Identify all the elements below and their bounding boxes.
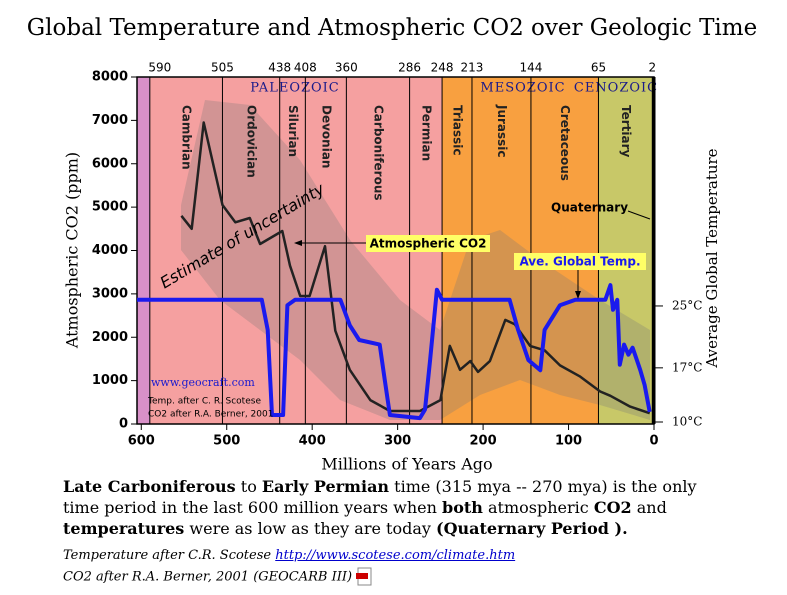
note-text: Early Permian <box>261 477 390 496</box>
x-tick-label: 0 <box>649 434 658 449</box>
boundary-label: 286 <box>398 61 421 75</box>
y-tick-label: 8000 <box>92 70 128 85</box>
period-label: Permian <box>419 105 433 161</box>
note-text: atmospheric <box>482 498 594 517</box>
y-tick-label: 5000 <box>92 200 128 215</box>
source-text: Temperature after C.R. Scotese <box>63 548 276 563</box>
boundary-label: 505 <box>211 61 234 75</box>
era-label: MESOZOIC <box>480 81 565 96</box>
source-link[interactable]: http://www.scotese.com/climate.htm <box>275 548 516 563</box>
period-label: Cretaceous <box>558 105 572 181</box>
x-tick-label: 200 <box>470 434 497 449</box>
period-label: Triassic <box>451 105 465 156</box>
boundary-label: 590 <box>148 61 171 75</box>
period-label: Ordovician <box>245 105 259 178</box>
boundary-label: 2 <box>648 61 656 75</box>
note-text: to <box>235 477 262 496</box>
era-label: PALEOZOIC <box>250 81 340 96</box>
boundary-label: 65 <box>591 61 606 75</box>
note-text: time (315 mya -- 270 mya) is the only ti… <box>63 477 697 517</box>
chart: Global Temperature and Atmospheric CO2 o… <box>27 15 757 474</box>
note-text: temperatures <box>63 519 185 538</box>
note-text: were as low as they are today <box>184 519 437 538</box>
x-axis-label: Millions of Years Ago <box>321 455 492 474</box>
series-line <box>180 121 651 415</box>
series-line <box>137 283 652 421</box>
label-box <box>514 253 646 270</box>
y2-tick-label: 25°C <box>672 298 702 312</box>
annotation: CO2 after R.A. Berner, 2001 <box>148 410 273 420</box>
source-co2: CO2 after R.A. Berner, 2001 (GEOCARB III… <box>63 567 374 587</box>
precambrian-band <box>137 77 150 424</box>
arrowhead <box>294 240 302 246</box>
source-temp: Temperature after C.R. Scotese http://ww… <box>63 548 515 563</box>
period-label: Jurassic <box>495 104 509 158</box>
period-label: Carboniferous <box>371 105 385 201</box>
series-label: Atmospheric CO2 <box>370 237 487 251</box>
annotation: www.geocraft.com <box>151 376 255 389</box>
boundary-label: 438 <box>268 61 291 75</box>
period-label: Tertiary <box>619 105 633 158</box>
y-tick-label: 4000 <box>92 243 128 258</box>
note-text: CO2 <box>593 498 632 517</box>
y-tick-label: 2000 <box>92 330 128 345</box>
y2-tick-label: 10°C <box>672 414 702 428</box>
chart-title: Global Temperature and Atmospheric CO2 o… <box>27 15 757 41</box>
boundary-label: 248 <box>431 61 454 75</box>
label-box <box>366 235 490 252</box>
period-label: Cambrian <box>180 105 194 170</box>
annotation: Temp. after C. R. Scotese <box>147 397 261 407</box>
uncertainty-band <box>181 100 650 420</box>
y-axis-label: Atmospheric CO2 (ppm) <box>63 152 82 349</box>
note-text: Late Carboniferous <box>63 477 236 496</box>
x-tick-label: 600 <box>128 434 155 449</box>
pdf-icon[interactable] <box>356 567 374 587</box>
era-label: CENOZOIC <box>574 81 658 96</box>
note-text: (Quaternary Period ). <box>436 519 628 538</box>
era-band <box>598 77 654 424</box>
boundary-label: 213 <box>461 61 484 75</box>
annotation: Quaternary <box>551 201 628 215</box>
note-text: both <box>442 498 483 517</box>
y2-axis-label: Average Global Temperature <box>703 148 721 368</box>
period-label: Devonian <box>319 105 333 168</box>
arrow <box>627 210 651 220</box>
period-label: Silurian <box>286 105 300 157</box>
y2-tick-label: 17°C <box>672 360 702 374</box>
y-tick-label: 1000 <box>92 373 128 388</box>
x-tick-label: 400 <box>299 434 326 449</box>
x-tick-label: 500 <box>213 434 240 449</box>
boundary-label: 144 <box>519 61 542 75</box>
y-tick-label: 0 <box>119 417 128 432</box>
source-text: CO2 after R.A. Berner, 2001 (GEOCARB III… <box>63 569 353 585</box>
plot: PALEOZOIC MESOZOIC CENOZOIC 590 505 438 408 360… <box>63 61 722 474</box>
arrowhead <box>575 291 581 299</box>
y-tick-label: 3000 <box>92 286 128 301</box>
x-tick-label: 300 <box>384 434 411 449</box>
note-text: and <box>631 498 667 517</box>
boundary-label: 360 <box>335 61 358 75</box>
x-tick-label: 100 <box>555 434 582 449</box>
note: Late Carboniferous to Early Permian time… <box>63 476 723 539</box>
y-tick-label: 7000 <box>92 113 128 128</box>
series-label: Ave. Global Temp. <box>519 255 640 269</box>
boundary-label: 408 <box>294 61 317 75</box>
y-tick-label: 6000 <box>92 156 128 171</box>
